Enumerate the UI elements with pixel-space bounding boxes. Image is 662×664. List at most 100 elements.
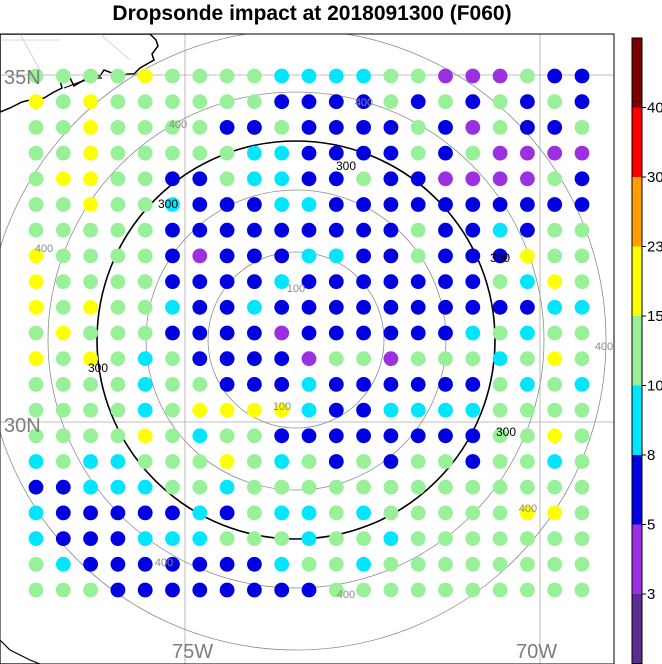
- impact-dot: [574, 377, 590, 392]
- impact-dot: [247, 299, 262, 315]
- impact-dot: [356, 582, 371, 598]
- impact-dot: [192, 68, 208, 84]
- impact-dot: [165, 479, 180, 495]
- impact-dot: [520, 454, 535, 469]
- impact-dot: [328, 299, 344, 315]
- impact-dot: [492, 325, 508, 341]
- impact-dot: [192, 325, 208, 341]
- impact-dot: [83, 94, 98, 110]
- impact-dot: [55, 531, 71, 546]
- impact-dot: [492, 299, 508, 315]
- impact-dot: [328, 479, 344, 495]
- impact-dot: [410, 299, 426, 315]
- impact-dot: [438, 171, 453, 187]
- impact-dot: [165, 377, 180, 392]
- ring-label: 300: [158, 197, 178, 211]
- impact-dot: [165, 274, 180, 289]
- impact-dot: [110, 299, 126, 315]
- impact-dot: [356, 377, 371, 392]
- impact-dot: [465, 248, 481, 264]
- impact-dot: [328, 454, 344, 469]
- impact-dot: [328, 325, 344, 341]
- colorbar-label: 5: [647, 517, 655, 534]
- impact-dot: [410, 222, 426, 238]
- impact-dot: [55, 325, 71, 341]
- impact-dot: [192, 222, 208, 238]
- impact-dot: [28, 454, 44, 469]
- impact-dot: [547, 197, 563, 212]
- impact-dot: [438, 505, 453, 521]
- impact-dot: [55, 454, 71, 469]
- impact-dot: [574, 248, 590, 264]
- colorbar: 3 5 8 10 15 23 30 40: [631, 37, 662, 664]
- impact-dot: [165, 428, 180, 444]
- impact-dot: [83, 505, 98, 521]
- impact-dot: [438, 582, 453, 598]
- impact-dot: [165, 454, 180, 469]
- impact-dot: [438, 94, 453, 110]
- impact-dot: [492, 120, 508, 135]
- impact-dot: [219, 428, 235, 444]
- impact-dot: [274, 299, 290, 315]
- impact-dot: [247, 222, 262, 238]
- impact-dot: [356, 68, 371, 84]
- impact-dot: [110, 454, 126, 469]
- impact-dot: [301, 505, 317, 521]
- impact-dot: [137, 145, 153, 161]
- impact-dot: [356, 325, 371, 341]
- impact-dot: [492, 222, 508, 238]
- distance-ring: [0, 34, 607, 651]
- impact-dot: [274, 402, 290, 418]
- impact-dot: [83, 479, 98, 495]
- impact-dot: [520, 428, 535, 444]
- impact-dot: [383, 505, 399, 521]
- impact-dot: [301, 556, 317, 572]
- impact-dot: [274, 197, 290, 212]
- impact-dot: [438, 145, 453, 161]
- ring-label: 100: [273, 401, 291, 413]
- impact-dot: [247, 274, 262, 289]
- impact-dot: [520, 582, 535, 598]
- ring-label: 300: [336, 159, 356, 173]
- impact-dot: [55, 68, 71, 84]
- impact-dot: [83, 145, 98, 161]
- impact-dot: [165, 351, 180, 367]
- impact-dot: [247, 145, 262, 161]
- impact-dot: [574, 454, 590, 469]
- impact-dot: [520, 274, 535, 289]
- impact-dot: [547, 222, 563, 238]
- impact-dot: [137, 428, 153, 444]
- impact-dot: [137, 248, 153, 264]
- impact-dot: [328, 171, 344, 187]
- impact-dot: [465, 197, 481, 212]
- impact-dot: [137, 351, 153, 367]
- impact-dot: [465, 68, 481, 84]
- impact-dot: [83, 274, 98, 289]
- impact-dot: [83, 531, 98, 546]
- colorbar-label: 15: [647, 308, 662, 325]
- impact-dot: [219, 325, 235, 341]
- impact-dot: [28, 351, 44, 367]
- impact-dot: [110, 377, 126, 392]
- impact-dot: [55, 94, 71, 110]
- chart-title: Dropsonde impact at 2018091300 (F060): [112, 2, 511, 25]
- impact-dot: [520, 68, 535, 84]
- impact-dot: [465, 351, 481, 367]
- impact-dot: [274, 222, 290, 238]
- impact-dot: [28, 145, 44, 161]
- impact-dot: [547, 248, 563, 264]
- impact-dot: [547, 120, 563, 135]
- colorbar-segment: [632, 524, 642, 594]
- impact-dot: [219, 94, 235, 110]
- impact-dot: [438, 325, 453, 341]
- impact-dot: [520, 222, 535, 238]
- impact-dot: [165, 582, 180, 598]
- impact-dot: [492, 454, 508, 469]
- colorbar-label: 3: [647, 586, 655, 603]
- ring-label: 400: [35, 243, 53, 255]
- impact-dot: [219, 171, 235, 187]
- impact-dot: [110, 94, 126, 110]
- impact-dot: [274, 582, 290, 598]
- impact-dot: [492, 145, 508, 161]
- impact-dot: [520, 145, 535, 161]
